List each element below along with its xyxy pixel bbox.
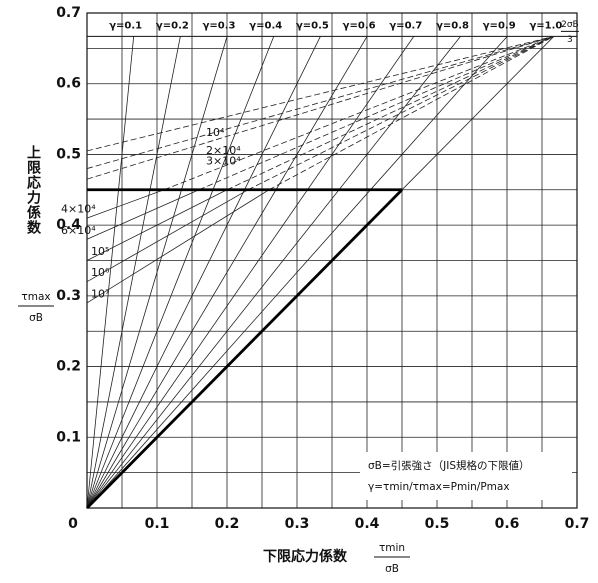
x-tick-label: 0.1 xyxy=(145,516,170,532)
endurance-label: 3×10⁴ xyxy=(206,155,241,168)
y-tick-label: 0.6 xyxy=(56,76,81,92)
y-tick-label: 0.2 xyxy=(56,359,81,375)
y-fraction-numerator: τmax xyxy=(21,291,50,303)
endurance-line xyxy=(86,189,270,304)
y-axis-label: 上限応力係数 xyxy=(25,145,41,235)
ratio-line xyxy=(86,36,275,509)
endurance-line xyxy=(86,189,228,261)
endurance-line xyxy=(86,35,554,152)
endurance-line xyxy=(86,189,249,283)
ratio-line xyxy=(86,36,228,509)
ratio-label: γ=0.3 xyxy=(203,20,236,31)
endurance-label: 10⁶ xyxy=(91,266,110,279)
y-tick-label: 0.5 xyxy=(56,146,81,162)
endurance-label: 10⁷ xyxy=(91,287,109,300)
ratio-line xyxy=(86,36,415,509)
x-tick-label: 0.5 xyxy=(425,516,450,532)
endurance-line xyxy=(86,35,555,180)
endurance-label: 6×10⁴ xyxy=(61,224,96,237)
note-box xyxy=(360,452,572,500)
ratio-label: γ=0.9 xyxy=(483,20,516,31)
y-fraction-denominator: σB xyxy=(29,312,43,324)
x-tick-label: 0.7 xyxy=(565,516,590,532)
ratio-label: γ=0.4 xyxy=(249,20,282,31)
note: σB=引張強さ（JIS規格の下限値） xyxy=(368,459,530,472)
endurance-line xyxy=(268,35,555,191)
ratio-line xyxy=(86,36,181,509)
ratio-line xyxy=(86,36,461,509)
ratio-line xyxy=(86,36,508,509)
endurance-label: 10⁴ xyxy=(206,126,225,139)
endurance-line xyxy=(86,189,165,219)
endurance-line xyxy=(86,189,200,240)
ratio-label: γ=0.8 xyxy=(436,20,469,31)
ratio-label: γ=0.2 xyxy=(156,20,189,31)
x-fraction-numerator: τmin xyxy=(379,542,405,554)
endurance-line xyxy=(226,35,555,191)
ratio-line xyxy=(86,36,135,509)
endurance-label: 10⁵ xyxy=(91,245,109,258)
endurance-label: 2×10⁴ xyxy=(206,144,241,157)
x-tick-label: 0.4 xyxy=(355,516,380,532)
ratio-label: γ=1.0 xyxy=(529,20,562,31)
ratio-label: γ=0.5 xyxy=(296,20,329,31)
ratio-label: γ=0.7 xyxy=(389,20,422,31)
ratio-label: γ=0.1 xyxy=(109,20,142,31)
ratio-label: γ=0.6 xyxy=(343,20,376,31)
y-tick-label: 0.4 xyxy=(56,217,81,233)
x-fraction-denominator: σB xyxy=(385,563,399,575)
x-tick-label: 0 xyxy=(68,516,78,532)
note: γ=τmin/τmax=Pmin/Pmax xyxy=(368,481,510,493)
x-axis-label: 下限応力係数 xyxy=(263,548,348,565)
x-tick-label: 0.6 xyxy=(495,516,520,532)
limit-label: 3 xyxy=(567,35,573,45)
ratio-line xyxy=(86,36,321,509)
endurance-label: 4×10⁴ xyxy=(61,203,96,216)
y-tick-label: 0.3 xyxy=(56,288,81,304)
endurance-line xyxy=(163,35,555,191)
x-tick-label: 0.3 xyxy=(285,516,310,532)
endurance-line xyxy=(198,35,555,191)
x-tick-label: 0.2 xyxy=(215,516,240,532)
endurance-line xyxy=(247,35,555,191)
design-limit xyxy=(86,188,403,509)
y-tick-label: 0.1 xyxy=(56,429,81,445)
y-tick-label: 0.7 xyxy=(56,5,81,21)
ratio-line xyxy=(86,36,368,509)
limit-label: 2σB xyxy=(561,20,579,30)
